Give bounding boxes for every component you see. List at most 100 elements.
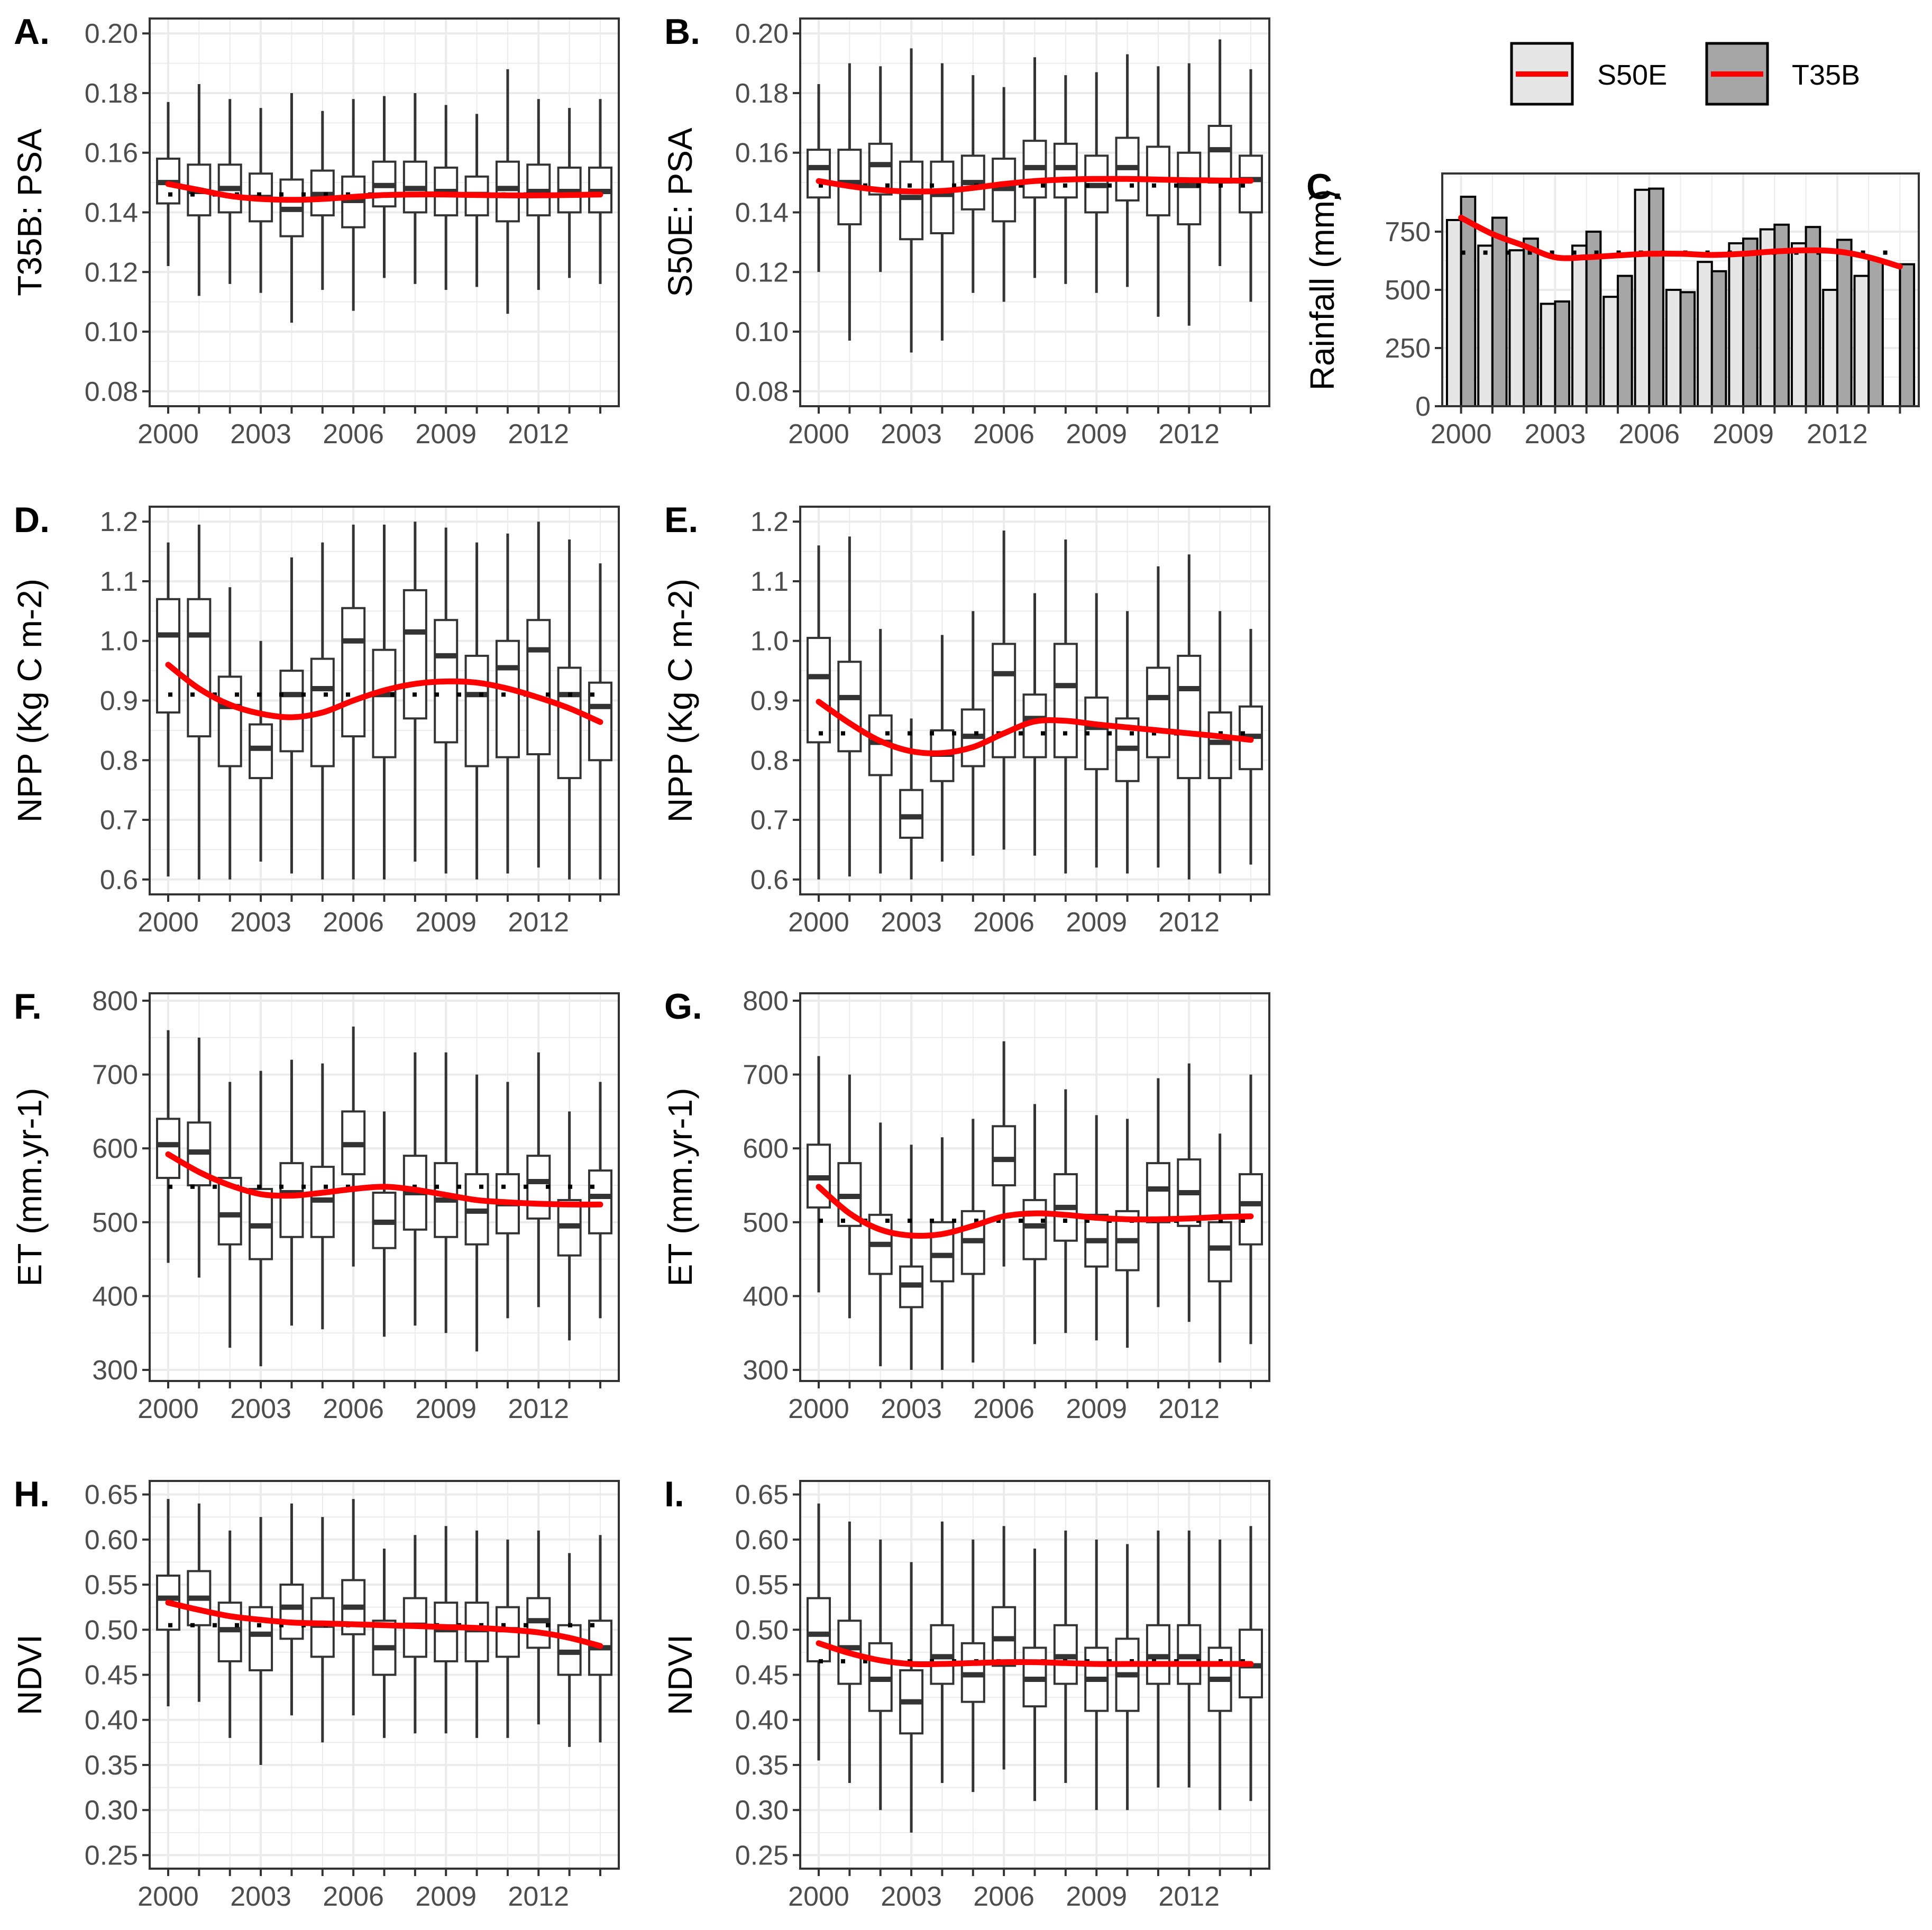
- panel-label: I.: [664, 1474, 684, 1514]
- box-2005: [310, 1063, 335, 1330]
- y-tick-label: 0.8: [750, 745, 789, 776]
- y-tick-label: 0.55: [735, 1570, 789, 1600]
- y-tick-label: 0.7: [100, 805, 138, 836]
- y-tick-label: 0.08: [85, 377, 138, 407]
- box-2001: [837, 536, 862, 877]
- box-iqr: [402, 589, 427, 720]
- trend-line: [816, 176, 1254, 195]
- x-tick-label: 2009: [415, 907, 477, 938]
- x-tick-label: 2009: [1066, 907, 1127, 938]
- y-tick-label: 500: [92, 1208, 138, 1238]
- bar-s50e-2001: [1477, 244, 1494, 407]
- y-tick-label: 0.40: [735, 1705, 789, 1736]
- trend-line: [816, 1184, 1254, 1239]
- x-tick-label: 2012: [1158, 419, 1220, 450]
- y-axis-title: NDVI: [11, 1634, 49, 1715]
- y-tick-label: 500: [1385, 275, 1431, 306]
- y-tick-label: 750: [1385, 217, 1431, 248]
- box-2013: [1207, 1133, 1232, 1363]
- box-iqr: [1053, 142, 1078, 199]
- box-2006: [341, 524, 366, 880]
- y-tick-label: 0.30: [735, 1795, 789, 1826]
- panel-label: A.: [14, 12, 50, 52]
- x-tick-label: 2003: [230, 1881, 291, 1912]
- y-tick-label: 1.0: [750, 626, 789, 657]
- box-2007: [1022, 1104, 1047, 1344]
- box-2001: [187, 1503, 212, 1702]
- box-2010: [464, 1074, 489, 1352]
- y-tick-label: 0.10: [85, 317, 138, 347]
- x-tick-label: 2003: [881, 1881, 942, 1912]
- x-tick-label: 2009: [1713, 419, 1774, 450]
- box-2011: [1146, 566, 1170, 868]
- bar-s50e-2007: [1665, 289, 1682, 407]
- y-tick-label: 0.55: [85, 1570, 138, 1600]
- box-2007: [372, 1548, 397, 1738]
- box-iqr: [807, 149, 831, 199]
- box-2004: [930, 63, 955, 341]
- x-tick-label: 2003: [230, 1394, 291, 1424]
- box-2014: [588, 1082, 612, 1319]
- y-tick-label: 0.14: [85, 198, 138, 228]
- y-tick-label: 500: [743, 1208, 789, 1238]
- box-2010: [1115, 54, 1140, 287]
- y-tick-label: 300: [92, 1355, 138, 1386]
- box-iqr: [930, 160, 955, 234]
- x-tick-label: 2012: [1158, 907, 1220, 938]
- y-tick-label: 0.45: [85, 1660, 138, 1691]
- box-iqr: [495, 160, 520, 223]
- x-tick-label: 2000: [138, 907, 199, 938]
- box-iqr: [899, 789, 924, 839]
- y-tick-label: 0.45: [735, 1660, 789, 1691]
- box-2007: [372, 96, 397, 278]
- x-tick-label: 2000: [1431, 419, 1492, 450]
- y-tick-label: 600: [743, 1133, 789, 1164]
- box-2009: [1084, 1115, 1109, 1341]
- panel-label: H.: [14, 1474, 50, 1514]
- x-tick-label: 2006: [1618, 419, 1680, 450]
- panel-h: 0.25 0.30 0.35 0.40 0.45 0.50 0.55 0.60 0.65 2000…: [11, 1474, 620, 1912]
- y-tick-label: 0.16: [735, 138, 789, 169]
- x-tick-label: 2009: [1066, 1881, 1127, 1912]
- box-iqr: [992, 643, 1017, 758]
- box-iqr: [372, 648, 397, 758]
- panel-e: 0.6 0.7 0.8 0.9 1.0 1.1 1.2 2000 2003 2006 2009 201…: [661, 500, 1270, 938]
- x-tick-label: 2003: [881, 1394, 942, 1424]
- y-tick-label: 1.2: [750, 507, 789, 537]
- x-tick-label: 2006: [323, 1881, 384, 1912]
- box-2014: [588, 1535, 612, 1743]
- box-iqr: [807, 1597, 831, 1662]
- bar-s50e-2006: [1634, 188, 1651, 407]
- box-2001: [187, 524, 212, 880]
- y-tick-label: 0.18: [735, 78, 789, 109]
- box-2010: [464, 542, 489, 880]
- box-2006: [341, 1026, 366, 1267]
- box-2014: [1238, 1074, 1263, 1344]
- box-2012: [1177, 1530, 1202, 1788]
- bar-t35b-2002: [1523, 237, 1539, 407]
- x-tick-label: 2009: [415, 1881, 477, 1912]
- box-iqr: [1177, 654, 1202, 780]
- x-tick-label: 2009: [1066, 419, 1127, 450]
- box-2003: [899, 718, 924, 880]
- y-tick-label: 0: [1415, 391, 1431, 422]
- box-2000: [807, 545, 831, 880]
- box-2004: [279, 1059, 304, 1326]
- box-iqr: [807, 637, 831, 744]
- box-2012: [526, 1530, 551, 1725]
- panel-label: F.: [14, 986, 42, 1027]
- box-2013: [557, 1553, 582, 1747]
- box-iqr: [279, 1584, 304, 1640]
- x-tick-label: 2000: [788, 907, 849, 938]
- y-axis-title: ET (mm.yr-1): [11, 1088, 49, 1287]
- box-2008: [1053, 75, 1078, 284]
- y-tick-label: 0.7: [750, 805, 789, 836]
- box-2000: [807, 84, 831, 272]
- box-2013: [557, 108, 582, 278]
- box-2008: [402, 1052, 427, 1326]
- bar-t35b-2001: [1491, 216, 1508, 407]
- x-tick-label: 2006: [323, 1394, 384, 1424]
- trend-line: [816, 1640, 1254, 1668]
- trend-line: [1458, 215, 1903, 270]
- y-tick-label: 0.12: [85, 257, 138, 288]
